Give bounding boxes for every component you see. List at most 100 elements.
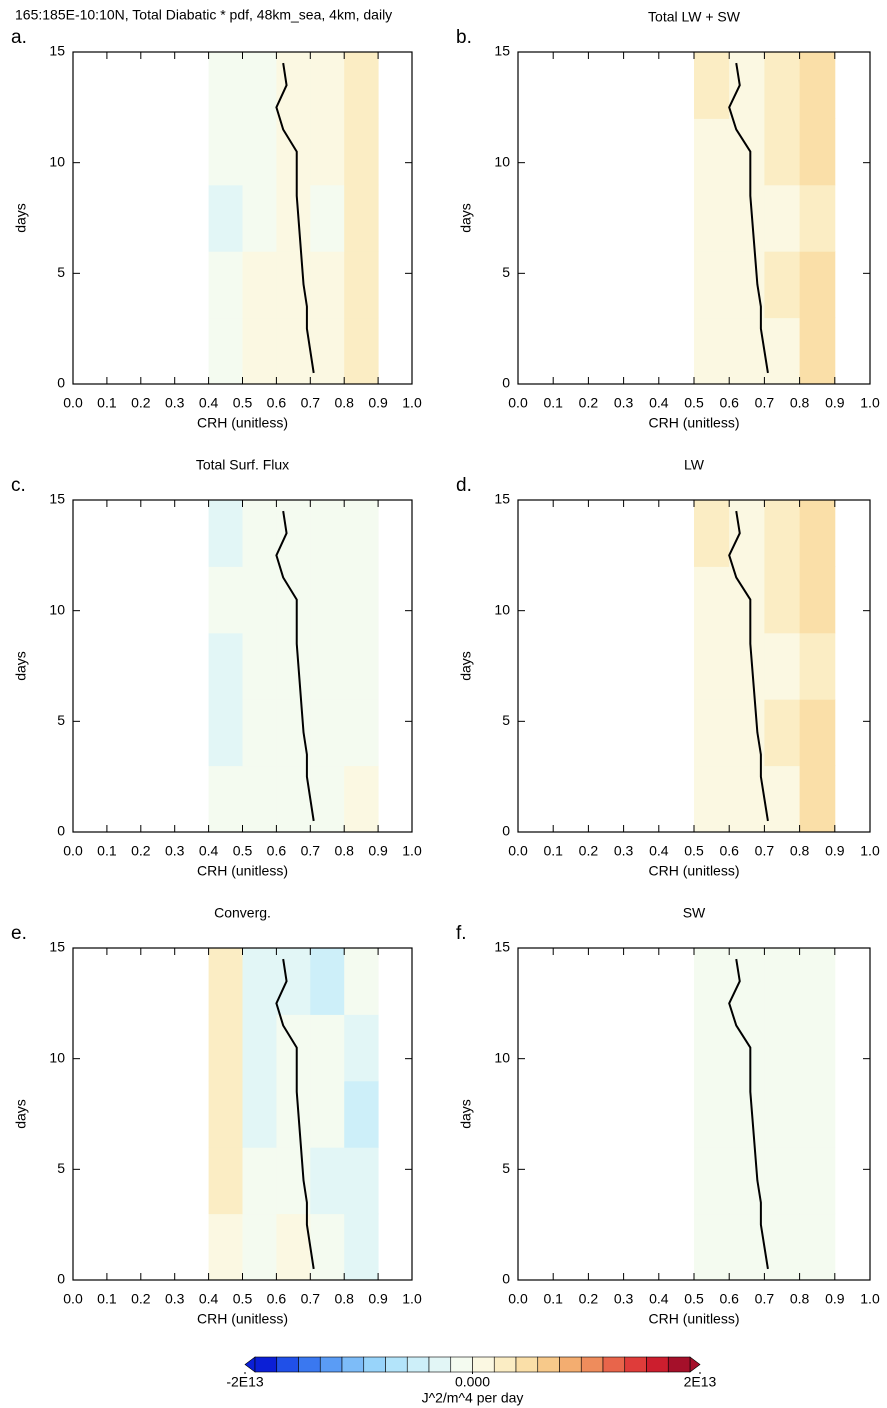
x-tick-label: 0.1 [543, 1291, 563, 1307]
field-cell [799, 632, 836, 700]
field-cell [344, 632, 379, 700]
field-cell [310, 500, 345, 567]
field-cell [764, 118, 801, 186]
x-tick-label: 0.9 [825, 1291, 845, 1307]
x-tick-label: 0.2 [131, 843, 151, 859]
x-tick-label: 1.0 [402, 843, 422, 859]
field-cell [208, 1147, 243, 1215]
x-tick-label: 0.2 [131, 1291, 151, 1307]
field-cell [310, 1213, 345, 1281]
x-tick-label: 0.4 [649, 843, 669, 859]
x-tick-label: 0.7 [301, 395, 321, 411]
chart-title: Converg. [214, 905, 271, 921]
x-tick-label: 0.0 [508, 395, 528, 411]
field-cell [310, 1147, 345, 1215]
field-cell [242, 52, 277, 119]
field-cell [242, 1213, 277, 1281]
colorbar-swatch [559, 1356, 582, 1373]
x-tick-label: 0.5 [684, 395, 704, 411]
field-cell [729, 699, 765, 767]
x-axis-label: CRH (unitless) [197, 1311, 288, 1327]
field-cell [729, 948, 765, 1015]
y-tick-label: 0 [502, 375, 510, 391]
y-tick-label: 0 [502, 1271, 510, 1287]
field-cell [694, 699, 730, 767]
chart-title: Total LW + SW [648, 9, 741, 25]
colorbar-swatch [385, 1356, 408, 1373]
x-tick-label: 0.1 [97, 395, 117, 411]
x-tick-label: 0.0 [63, 1291, 83, 1307]
x-tick-label: 0.7 [301, 843, 321, 859]
field-cell [208, 948, 243, 1015]
x-tick-label: 0.3 [165, 843, 185, 859]
colorbar-label: 2E13 [684, 1374, 717, 1390]
y-tick-label: 10 [49, 1049, 65, 1065]
field-cell [344, 566, 379, 634]
x-tick-label: 0.5 [233, 843, 253, 859]
field-cell [729, 184, 765, 252]
field-cell [242, 765, 277, 833]
field-cell [242, 500, 277, 567]
chart-title: SW [683, 905, 706, 921]
field-cell [764, 948, 801, 1015]
y-tick-label: 10 [49, 153, 65, 169]
field-cell [694, 118, 730, 186]
mean-line [728, 958, 769, 1270]
colorbar-title: J^2/m^4 per day [422, 1390, 524, 1406]
x-tick-label: 0.3 [165, 1291, 185, 1307]
field-cell [276, 1014, 311, 1082]
x-tick-label: 0.4 [199, 395, 219, 411]
field-cell [764, 317, 801, 385]
field-cell [208, 1213, 243, 1281]
field-cell [799, 948, 836, 1015]
y-axis-label: days [458, 1099, 474, 1129]
x-tick-label: 1.0 [402, 1291, 422, 1307]
field-cell [764, 632, 801, 700]
field-cell [242, 184, 277, 252]
field-cell [276, 52, 311, 119]
x-tick-label: 0.2 [579, 843, 599, 859]
field-cell [276, 317, 311, 385]
x-tick-label: 0.9 [368, 395, 388, 411]
field-cell [310, 699, 345, 767]
field-cell [799, 52, 836, 119]
field-cell [344, 948, 379, 1015]
field-cell [729, 500, 765, 567]
y-tick-label: 15 [494, 491, 510, 507]
x-tick-label: 0.8 [790, 395, 810, 411]
x-tick-label: 0.0 [508, 1291, 528, 1307]
field-cell [242, 948, 277, 1015]
colorbar-swatch [580, 1356, 604, 1373]
colorbar-swatch [472, 1356, 495, 1373]
chart-title: 165:185E-10:10N, Total Diabatic * pdf, 4… [15, 7, 392, 23]
field-cell [729, 1213, 765, 1281]
x-tick-label: 0.4 [199, 843, 219, 859]
x-tick-label: 0.5 [233, 395, 253, 411]
field-cell [242, 699, 277, 767]
panel-label: a. [11, 27, 27, 48]
y-tick-label: 5 [57, 264, 65, 280]
x-tick-label: 0.3 [614, 1291, 634, 1307]
colorbar-swatch [428, 1356, 452, 1373]
field-cell [799, 1080, 836, 1148]
field-cell [799, 566, 836, 634]
y-tick-label: 10 [494, 153, 510, 169]
x-tick-label: 0.7 [755, 1291, 775, 1307]
field-cell [208, 699, 243, 767]
field-cell [799, 500, 836, 567]
field-cell [242, 118, 277, 186]
field-cell [764, 500, 801, 567]
field-cell [799, 1213, 836, 1281]
x-tick-label: 0.2 [579, 395, 599, 411]
field-cell [344, 317, 379, 385]
panel-label: c. [11, 475, 26, 496]
y-tick-label: 10 [494, 601, 510, 617]
field-cell [208, 765, 243, 833]
colorbar-end [689, 1356, 701, 1373]
field-cell [276, 566, 311, 634]
field-cell [729, 251, 765, 319]
field-cell [729, 566, 765, 634]
field-cell [799, 184, 836, 252]
x-tick-label: 0.6 [267, 1291, 287, 1307]
field-cell [242, 317, 277, 385]
